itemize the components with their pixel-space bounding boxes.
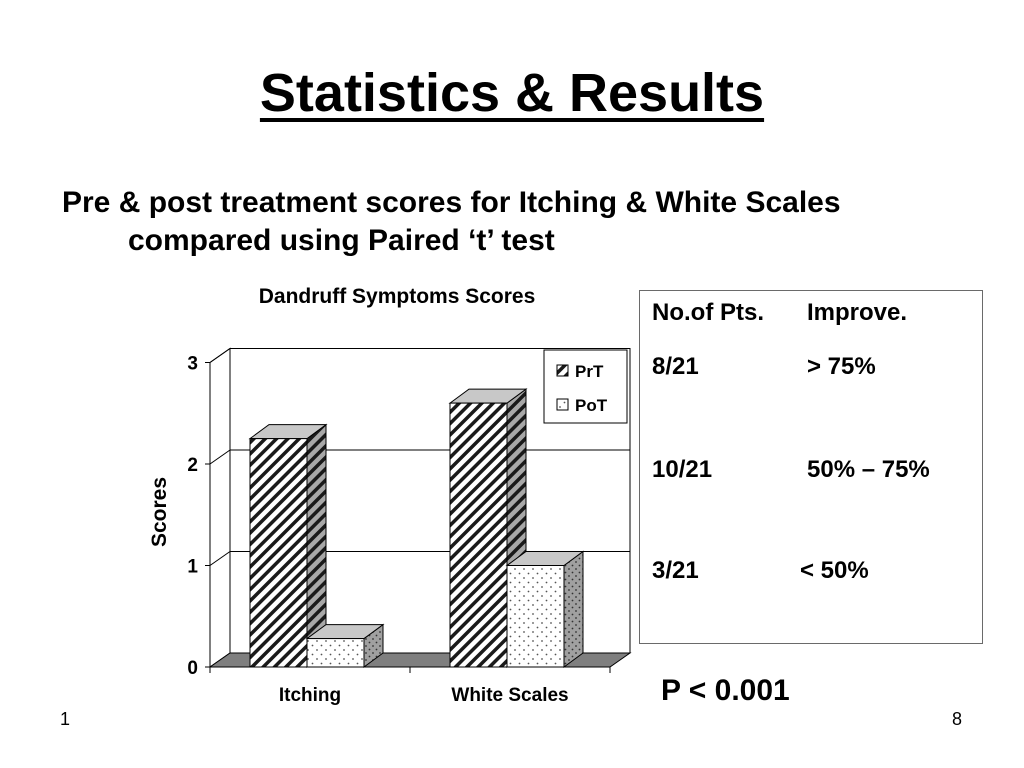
row-1-patients: 8/21	[652, 353, 699, 380]
legend-label-prt: PrT	[575, 362, 604, 381]
header-improve: Improve.	[807, 299, 908, 326]
y-tick-label: 0	[187, 658, 198, 679]
gridline-side	[209, 348, 231, 363]
legend-label-pot: PoT	[575, 396, 608, 415]
gridline-side	[209, 449, 231, 465]
header-patients: No.of Pts.	[652, 299, 764, 326]
x-tick-label: White Scales	[451, 685, 568, 706]
y-tick-label: 3	[187, 354, 198, 375]
subtitle-line-1: Pre & post treatment scores for Itching …	[62, 186, 841, 219]
prt-bar-white-scales	[449, 402, 508, 668]
slide-title: Statistics & Results	[0, 62, 1024, 124]
pot-bar-white-scales-side	[563, 550, 584, 668]
side-wall	[209, 347, 231, 668]
chart-title: Dandruff Symptoms Scores	[259, 285, 536, 308]
row-2-improve: 50% – 75%	[807, 456, 930, 483]
footer-left-number: 1	[60, 709, 71, 729]
row-3-improve: < 50%	[800, 557, 869, 584]
y-axis-label: Scores	[148, 477, 171, 547]
x-tick-label: Itching	[279, 685, 341, 706]
gridline-side	[209, 551, 231, 566]
results-table: No.of Pts. Improve. 8/21 > 75% 10/21 50%…	[639, 290, 983, 644]
subtitle-line-2: compared using Paired ‘t’ test	[128, 224, 555, 257]
legend: PrT PoT	[543, 349, 628, 424]
legend-swatch-pot	[556, 398, 569, 411]
legend-box	[543, 349, 628, 424]
row-1-improve: > 75%	[807, 353, 876, 380]
plot-area: 0 1 2 3 Itching White Scales	[187, 347, 632, 706]
prt-bar-itching	[249, 438, 308, 668]
legend-swatch-prt	[556, 364, 569, 377]
row-3-patients: 3/21	[652, 557, 699, 584]
slide-subtitle: Pre & post treatment scores for Itching …	[62, 184, 982, 260]
page-number: 8	[952, 709, 963, 729]
p-value: P < 0.001	[661, 674, 790, 707]
slide-title-text: Statistics & Results	[259, 63, 765, 123]
y-tick-label: 1	[187, 557, 198, 578]
pot-bar-itching	[306, 638, 365, 668]
row-2-patients: 10/21	[652, 456, 713, 483]
pot-bar-white-scales	[506, 565, 565, 668]
y-tick-label: 2	[187, 455, 198, 476]
